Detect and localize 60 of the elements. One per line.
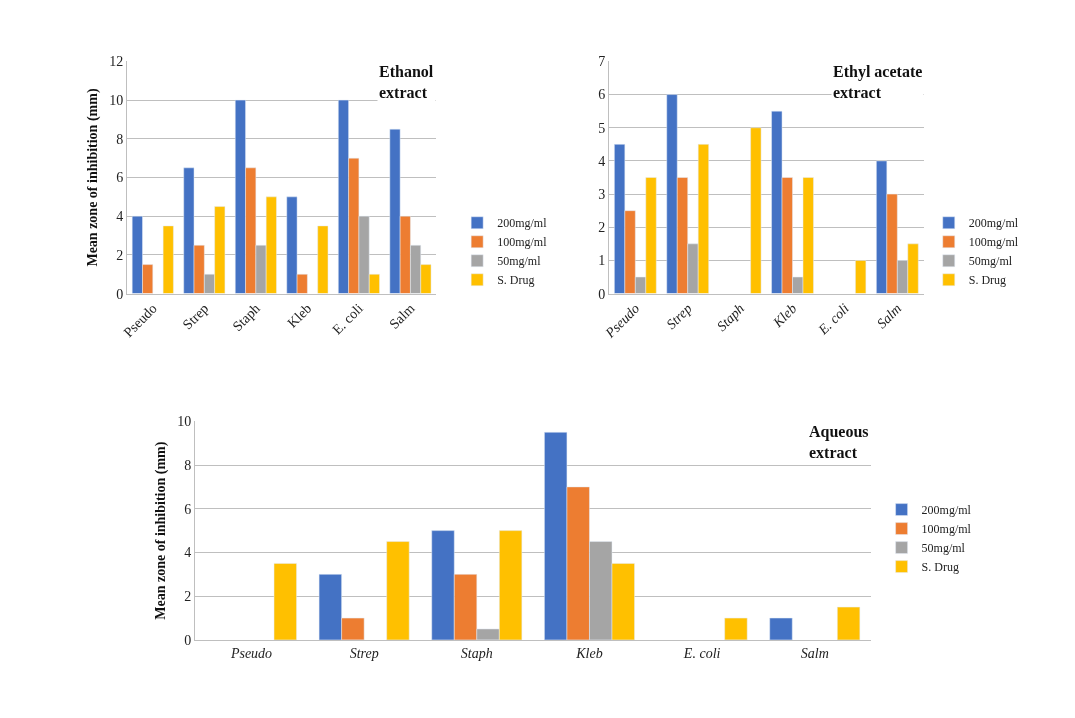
bar	[750, 127, 762, 294]
legend-label: 200mg/ml	[968, 216, 1019, 231]
legend-label: 200mg/ml	[497, 216, 548, 231]
x-tick-label: Kleb	[575, 645, 603, 661]
legend-label: 50mg/ml	[968, 254, 1013, 269]
x-tick-label: Staph	[460, 645, 493, 661]
bar	[317, 225, 329, 294]
y-tick-label: 8	[184, 457, 192, 473]
x-tick-label: Strep	[349, 645, 379, 661]
x-tick-label: E. coli	[682, 645, 721, 661]
legend-label: S. Drug	[497, 273, 535, 288]
y-tick-label: 7	[598, 54, 606, 70]
y-tick-label: 10	[109, 93, 124, 108]
legend-label: S. Drug	[968, 273, 1007, 288]
y-tick-label: 5	[598, 120, 606, 136]
bar	[769, 617, 793, 640]
x-tick-label: Pseudo	[229, 645, 273, 661]
y-axis-title: Mean zone of inhibition (mm)	[152, 441, 169, 620]
bar	[162, 225, 174, 294]
x-tick-label: Salm	[873, 300, 905, 332]
x-tick-label: Salm	[800, 645, 829, 661]
y-tick-label: 6	[116, 170, 124, 186]
x-tick-label: Strep	[179, 300, 212, 333]
y-tick-label: 2	[116, 247, 124, 263]
x-tick-label: Kleb	[284, 300, 315, 331]
y-tick-label: 2	[184, 589, 192, 605]
y-axis-title: Mean zone of inhibition (mm)	[84, 88, 101, 267]
legend-label: 100mg/ml	[968, 235, 1019, 250]
bar	[273, 563, 297, 640]
y-tick-label: 6	[184, 501, 192, 517]
bar	[724, 617, 748, 640]
legend-label: 50mg/ml	[921, 541, 966, 556]
y-tick-label: 2	[598, 220, 606, 236]
text: Ethanol extract	[379, 63, 434, 101]
bar	[837, 606, 861, 640]
text: Ethyl acetate extract	[833, 63, 923, 101]
legend-label: S. Drug	[921, 560, 959, 575]
y-tick-label: 0	[598, 286, 606, 302]
x-tick-label: E. coli	[814, 300, 853, 339]
bar	[386, 541, 410, 640]
x-tick-label: E. coli	[329, 300, 367, 338]
y-tick-label: 1	[598, 253, 606, 269]
legend-label: 100mg/ml	[497, 235, 548, 250]
text: Aqueous extract	[809, 423, 869, 461]
y-tick-label: 4	[598, 153, 606, 169]
legend-label: 100mg/ml	[921, 522, 972, 537]
legend-label: 200mg/ml	[921, 503, 972, 518]
y-tick-label: 3	[598, 186, 606, 202]
y-tick-label: 6	[598, 87, 606, 103]
y-tick-label: 12	[109, 54, 124, 70]
x-tick-label: Salm	[386, 300, 418, 332]
y-tick-label: 4	[184, 545, 192, 561]
y-tick-label: 10	[177, 414, 192, 430]
bar	[855, 260, 867, 294]
x-tick-label: Kleb	[769, 300, 800, 331]
y-tick-label: 0	[116, 286, 124, 302]
y-tick-label: 8	[116, 131, 124, 147]
y-tick-label: 0	[184, 632, 192, 648]
legend-label: 50mg/ml	[497, 254, 542, 269]
y-tick-label: 4	[116, 209, 124, 225]
